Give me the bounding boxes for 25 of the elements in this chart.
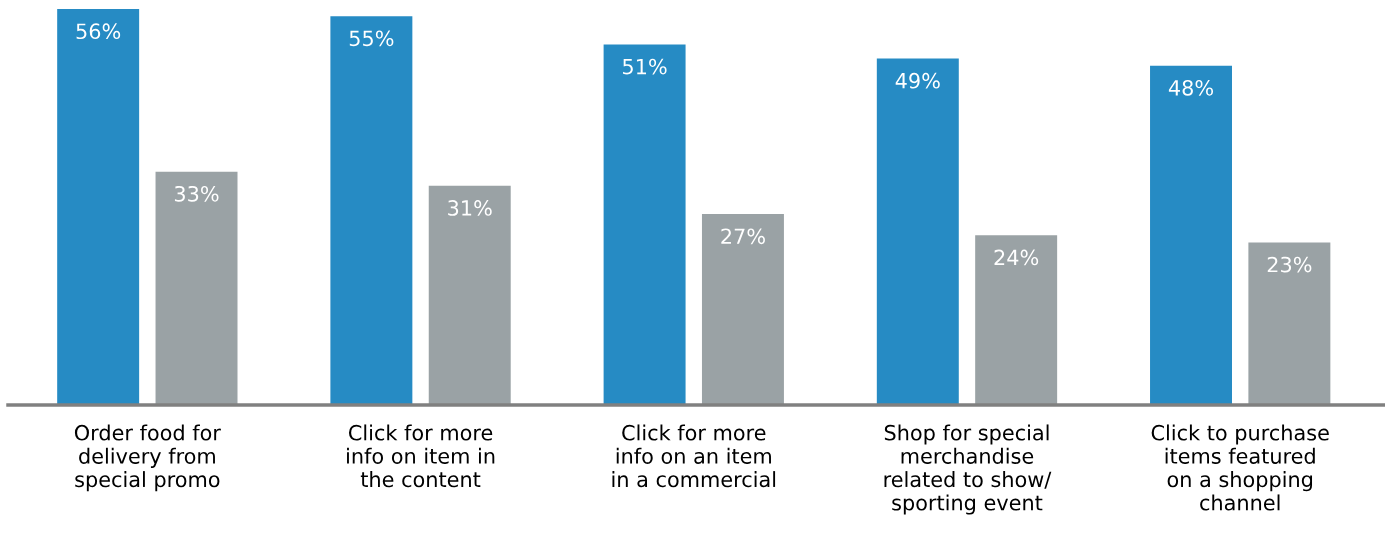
data-label: 51% [623, 58, 667, 75]
data-label: 33% [174, 185, 219, 202]
bar [876, 58, 959, 405]
bar [155, 171, 238, 405]
bar [975, 235, 1058, 405]
data-label: 49% [895, 72, 940, 89]
x-tick-label: Click to purchase items featured on a shopping channel [1151, 424, 1329, 511]
x-tick-label: Click for more info on item in the content [347, 424, 495, 488]
bar [57, 9, 140, 405]
data-label: 27% [721, 228, 765, 245]
data-label: 55% [349, 30, 394, 47]
bar [1150, 65, 1232, 405]
bar [1248, 242, 1331, 405]
bar [603, 44, 686, 405]
data-label: 23% [1267, 256, 1312, 273]
x-tick-label: Shop for special merchandise related to show/ sporting event [884, 424, 1052, 515]
bar [428, 185, 511, 405]
x-tick-label: Click for more info on an item in a commercial [612, 424, 776, 488]
data-label: 48% [1168, 79, 1214, 96]
data-label: 24% [994, 249, 1039, 266]
bar [701, 214, 784, 405]
x-tick-label: Order food for delivery from special promo [74, 424, 221, 492]
data-label: 56% [76, 23, 121, 40]
data-label: 31% [448, 200, 492, 216]
bar [330, 16, 413, 405]
